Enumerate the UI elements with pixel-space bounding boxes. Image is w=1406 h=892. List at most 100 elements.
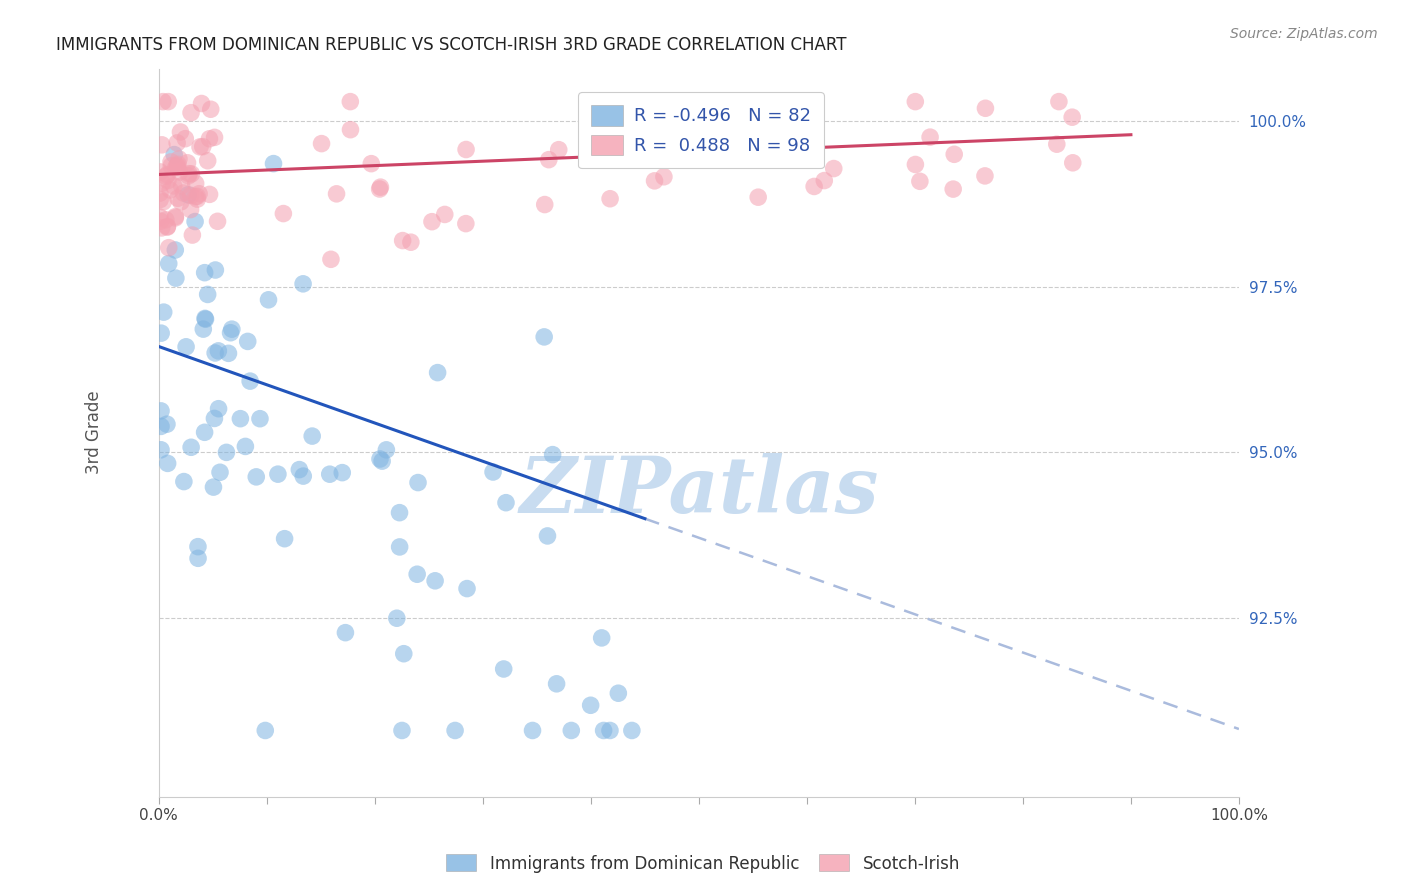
Point	[150, 221, 173, 235]
Point	[388, 540, 411, 554]
Point	[406, 475, 429, 490]
Point	[273, 206, 295, 220]
Point	[385, 611, 408, 625]
Point	[208, 465, 231, 479]
Point	[184, 189, 207, 203]
Point	[177, 187, 200, 202]
Point	[163, 147, 186, 161]
Point	[257, 293, 280, 307]
Point	[221, 322, 243, 336]
Point	[547, 143, 569, 157]
Point	[368, 452, 391, 467]
Point	[920, 130, 942, 145]
Point	[204, 346, 226, 360]
Point	[191, 139, 214, 153]
Point	[163, 178, 186, 193]
Point	[190, 96, 212, 111]
Point	[194, 425, 217, 440]
Point	[149, 193, 172, 207]
Point	[187, 551, 209, 566]
Point	[177, 169, 200, 183]
Point	[167, 157, 190, 171]
Point	[149, 186, 172, 201]
Point	[149, 214, 172, 228]
Point	[204, 263, 226, 277]
Point	[186, 189, 208, 203]
Point	[157, 95, 180, 109]
Point	[311, 136, 333, 151]
Text: IMMIGRANTS FROM DOMINICAN REPUBLIC VS SCOTCH-IRISH 3RD GRADE CORRELATION CHART: IMMIGRANTS FROM DOMINICAN REPUBLIC VS SC…	[56, 36, 846, 54]
Point	[392, 647, 415, 661]
Point	[454, 217, 477, 231]
Point	[207, 343, 229, 358]
Point	[194, 312, 217, 326]
Point	[335, 625, 357, 640]
Point	[156, 456, 179, 470]
Point	[339, 95, 361, 109]
Point	[292, 277, 315, 291]
Point	[292, 469, 315, 483]
Point	[375, 442, 398, 457]
Point	[288, 462, 311, 476]
Point	[301, 429, 323, 443]
Point	[423, 574, 446, 588]
Point	[371, 454, 394, 468]
Legend: Immigrants from Dominican Republic, Scotch-Irish: Immigrants from Dominican Republic, Scot…	[440, 847, 966, 880]
Point	[150, 326, 173, 341]
Point	[184, 214, 207, 228]
Point	[177, 167, 200, 181]
Point	[156, 417, 179, 432]
Point	[174, 131, 197, 145]
Point	[330, 466, 353, 480]
Point	[155, 169, 177, 184]
Point	[1046, 137, 1069, 152]
Point	[239, 374, 262, 388]
Point	[1062, 156, 1084, 170]
Point	[155, 212, 177, 227]
Point	[1062, 110, 1084, 124]
Point	[152, 305, 174, 319]
Point	[974, 169, 997, 183]
Point	[533, 330, 555, 344]
Point	[599, 192, 621, 206]
Point	[184, 177, 207, 191]
Point	[245, 470, 267, 484]
Point	[180, 188, 202, 202]
Point	[180, 202, 202, 217]
Point	[908, 174, 931, 188]
Point	[942, 182, 965, 196]
Point	[492, 662, 515, 676]
Point	[219, 326, 242, 340]
Point	[149, 165, 172, 179]
Point	[165, 210, 187, 224]
Point	[150, 419, 173, 434]
Point	[370, 180, 392, 194]
Point	[235, 439, 257, 453]
Point	[592, 723, 614, 738]
Point	[1047, 95, 1070, 109]
Point	[160, 159, 183, 173]
Point	[974, 101, 997, 115]
Point	[156, 168, 179, 182]
Point	[174, 340, 197, 354]
Point	[152, 95, 174, 109]
Point	[170, 194, 193, 209]
Point	[406, 567, 429, 582]
Text: Source: ZipAtlas.com: Source: ZipAtlas.com	[1230, 27, 1378, 41]
Point	[194, 266, 217, 280]
Point	[591, 631, 613, 645]
Point	[188, 140, 211, 154]
Point	[215, 445, 238, 459]
Point	[165, 243, 187, 257]
Point	[187, 540, 209, 554]
Point	[198, 187, 221, 202]
Point	[236, 334, 259, 349]
Point	[200, 102, 222, 116]
Point	[152, 194, 174, 209]
Point	[173, 475, 195, 489]
Point	[193, 322, 215, 336]
Point	[150, 404, 173, 418]
Point	[207, 401, 229, 416]
Point	[607, 686, 630, 700]
Point	[522, 723, 544, 738]
